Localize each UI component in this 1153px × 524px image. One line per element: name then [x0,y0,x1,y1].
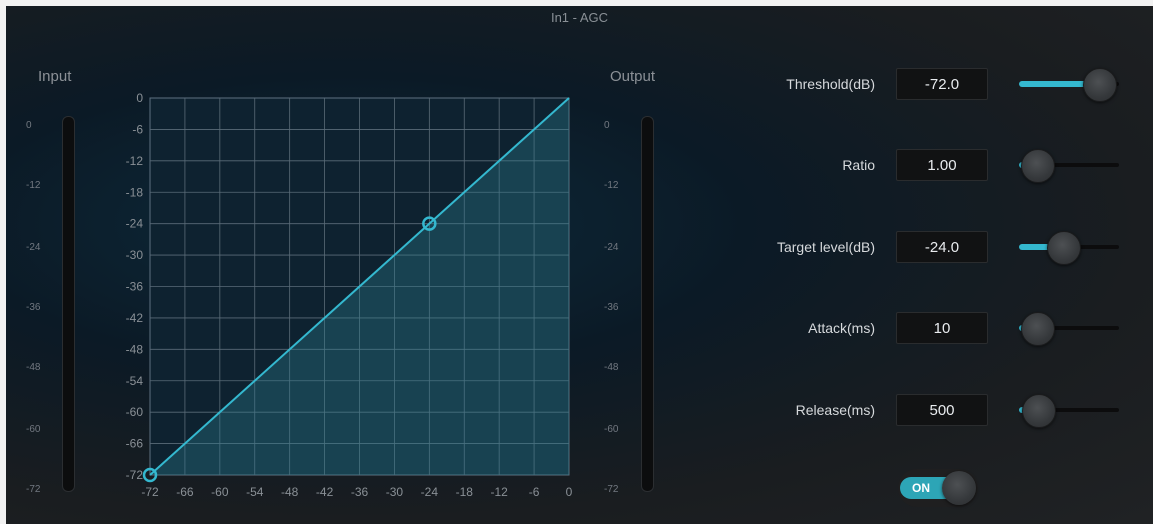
y-axis-tick-label: -66 [126,437,144,451]
y-axis-tick-label: -54 [126,374,144,388]
x-axis-tick-label: -48 [281,485,299,499]
toggle-on-label: ON [912,481,930,495]
x-axis-tick-label: -30 [386,485,404,499]
control-label: Threshold(dB) [786,76,875,92]
y-axis-tick-label: -24 [126,217,144,231]
curve-handle[interactable] [142,467,158,483]
y-axis-tick-label: -6 [132,122,143,136]
slider-track [1019,326,1119,330]
output-meter [641,116,654,492]
slider-track [1019,163,1119,167]
slider-knob-icon[interactable] [1047,231,1081,265]
x-axis-tick-label: -60 [211,485,229,499]
control-slider[interactable] [1019,390,1119,430]
x-axis-tick-label: -72 [141,485,159,499]
y-axis-tick-label: -36 [126,280,144,294]
x-axis-tick-label: -36 [351,485,369,499]
input-meter-tick-label: 0 [26,120,32,131]
y-axis-tick-label: 0 [136,91,143,105]
input-meter-tick-label: -60 [26,424,41,435]
output-meter-tick-label: 0 [604,120,610,131]
control-value-input[interactable]: 500 [896,394,988,426]
y-axis-tick-label: -42 [126,311,144,325]
input-label: Input [38,68,72,85]
transfer-curve-line [149,97,570,476]
input-meter [62,116,75,492]
x-axis-tick-label: 0 [566,485,573,499]
slider-knob-icon[interactable] [1021,312,1055,346]
input-meter-tick-label: -48 [26,362,41,373]
output-label: Output [610,68,656,85]
output-meter-tick-label: -60 [604,424,619,435]
toggle-knob-icon [942,471,976,505]
input-meter-tick-label: -72 [26,484,41,495]
slider-fill [1019,244,1063,250]
y-axis-tick-label: -30 [126,248,144,262]
control-value-input[interactable]: -72.0 [896,68,988,100]
y-axis-tick-label: -60 [126,405,144,419]
output-meter-tick-label: -48 [604,362,619,373]
x-axis-tick-label: -18 [456,485,474,499]
y-axis-tick-label: -48 [126,342,144,356]
y-axis-tick-label: -18 [126,185,144,199]
output-meter-tick-label: -72 [604,484,619,495]
control-value-input[interactable]: 1.00 [896,149,988,181]
slider-track [1019,408,1119,412]
control-label: Attack(ms) [808,320,875,336]
control-value-input[interactable]: 10 [896,312,988,344]
output-meter-tick-label: -12 [604,180,619,191]
output-meter-tick-label: -36 [604,302,619,313]
agc-enable-toggle[interactable]: ON [898,469,978,507]
control-label: Target level(dB) [776,239,875,255]
x-axis-tick-label: -12 [490,485,508,499]
control-slider[interactable] [1019,308,1119,348]
agc-panel: In1 - AGC Input Output 0 -12 -24 -36 -48 -60-… [6,6,1153,524]
control-slider[interactable] [1019,64,1119,104]
input-meter-tick-label: -24 [26,242,41,253]
control-value-input[interactable]: -24.0 [896,231,988,263]
agc-transfer-graph[interactable]: -72 -66 -60 -54 -48 -42 -36 -30 -24 -18 -12 -6 00-6-… [6,6,1153,524]
slider-knob-icon[interactable] [1083,68,1117,102]
control-slider[interactable] [1019,227,1119,267]
output-meter-tick-label: -24 [604,242,619,253]
window-title: In1 - AGC [550,10,609,25]
y-axis-tick-label: -72 [126,468,144,482]
slider-knob-icon[interactable] [1021,149,1055,183]
x-axis-tick-label: -42 [316,485,334,499]
x-axis-tick-label: -66 [176,485,194,499]
slider-fill [1019,81,1099,87]
curve-handle[interactable] [422,216,437,231]
x-axis-tick-label: -54 [246,485,264,499]
input-meter-tick-label: -12 [26,180,41,191]
slider-knob-icon[interactable] [1022,394,1056,428]
input-meter-tick-label: -36 [26,302,41,313]
control-label: Release(ms) [795,402,875,418]
control-slider[interactable] [1019,145,1119,185]
control-label: Ratio [842,157,875,173]
x-axis-tick-label: -6 [529,485,540,499]
y-axis-tick-label: -12 [126,154,144,168]
x-axis-tick-label: -24 [421,485,439,499]
curve-fill-area [150,98,569,475]
